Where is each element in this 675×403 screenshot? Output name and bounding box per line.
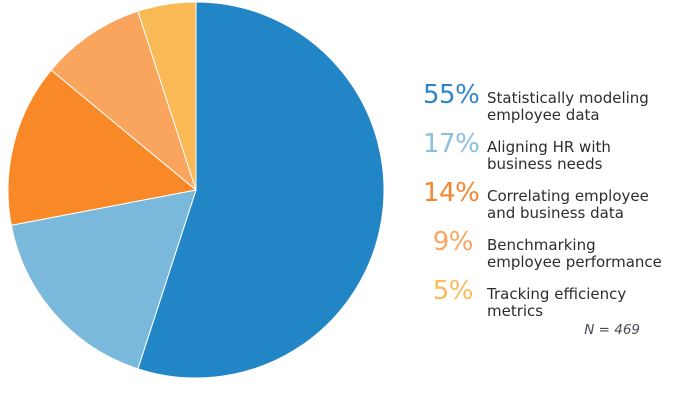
pie-slice-4 [50,10,197,191]
legend-label: Aligning HR with business needs [487,139,611,173]
legend-label-line1: Aligning HR with [487,138,611,156]
pie-slice-5 [137,1,197,191]
legend-label-line1: Tracking efficiency [487,285,627,303]
legend-percent: 17% [423,129,480,159]
pie-slice-3 [7,69,197,226]
legend-label: Tracking efficiency metrics [487,286,626,320]
sample-size-note: N = 469 [584,322,640,338]
legend-percent: 9% [432,227,474,257]
legend-label-line1: Statistically modeling [487,89,649,107]
legend-item: 5% Tracking efficiency metrics [423,278,663,320]
legend-label-line2: business needs [487,155,603,173]
pie-slice-1 [137,1,385,379]
pie-chart [7,1,385,379]
legend-label-line2: and business data [487,204,624,222]
legend-item: 14% Correlating employee and business dat… [423,180,663,222]
legend-item: 17% Aligning HR with business needs [423,131,663,173]
pie-slice-2 [10,189,197,370]
legend-percent: 55% [423,80,480,110]
legend: 55% Statistically modeling employee data … [423,82,663,327]
legend-label: Correlating employee and business data [487,188,649,222]
legend-item: 55% Statistically modeling employee data [423,82,663,124]
legend-label: Benchmarking employee performance [487,237,662,271]
legend-label-line1: Correlating employee [487,187,649,205]
legend-label: Statistically modeling employee data [487,90,649,124]
legend-percent: 5% [432,276,474,306]
legend-label-line2: employee performance [487,253,662,271]
legend-percent: 14% [423,178,480,208]
legend-label-line2: metrics [487,302,544,320]
legend-item: 9% Benchmarking employee performance [423,229,663,271]
legend-label-line2: employee data [487,106,600,124]
legend-label-line1: Benchmarking [487,236,596,254]
